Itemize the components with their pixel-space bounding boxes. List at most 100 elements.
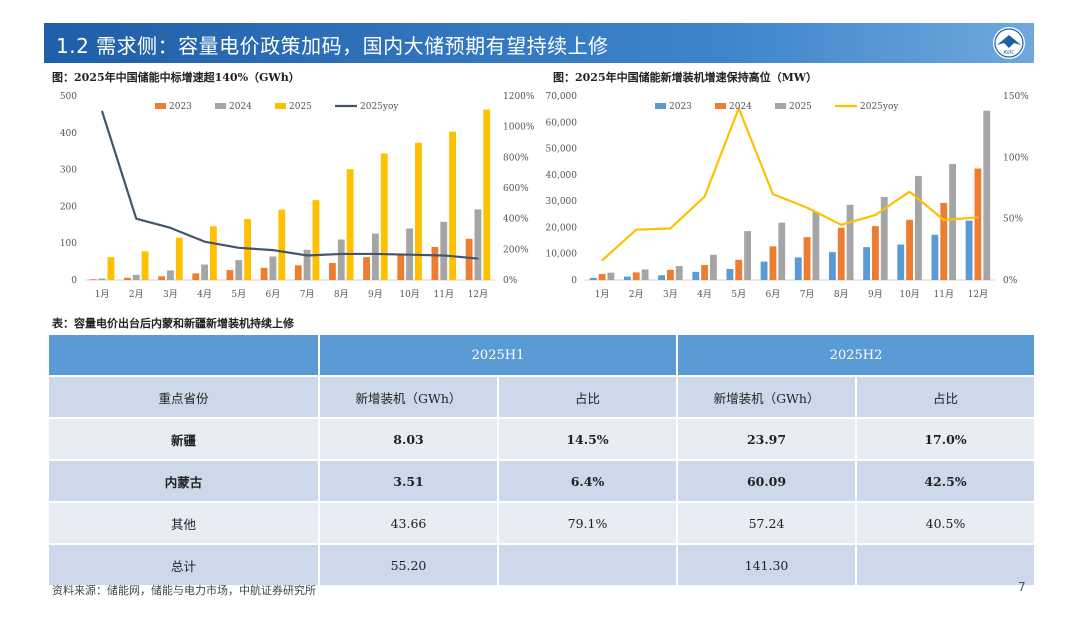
bid-chart-category-label: 6月 <box>266 289 281 300</box>
bid-chart-left-tick-label: 0 <box>71 276 77 286</box>
install-chart-left-tick-label: 70,000 <box>546 92 578 102</box>
col-header-h2-install: 新增装机（GWh） <box>676 375 858 419</box>
bid-chart-legend-swatch-2025 <box>275 103 286 109</box>
bid-chart-yoy-point <box>340 253 343 255</box>
bid-chart-yoy-point <box>442 254 445 257</box>
bid-chart-yoy-point <box>408 253 411 256</box>
bid-chart-yoy-point <box>237 247 240 249</box>
install-chart-bar-2025 <box>710 254 717 280</box>
table-row: 新疆 8.03 14.5% 23.97 17.0% <box>47 417 1037 461</box>
bid-chart-category-label: 4月 <box>197 289 212 300</box>
install-chart-legend-swatch-2025 <box>775 103 786 109</box>
bid-growth-chart: 0 100 200 300 400 500 0% 200% 400% 600% 800% 1000% 1… <box>40 84 540 310</box>
install-chart-yoy-point <box>737 107 740 110</box>
row-province: 总计 <box>47 543 320 587</box>
install-chart-legend-label: 2023 <box>669 102 692 112</box>
install-chart-category-label: 12月 <box>968 289 988 300</box>
row-h1-install: 43.66 <box>318 501 499 545</box>
install-chart-yoy-point <box>806 206 808 209</box>
install-chart-bar-2024 <box>837 227 845 280</box>
install-chart-bar-2024 <box>940 202 948 280</box>
install-chart-yoy-point <box>703 195 706 198</box>
bid-chart-bar-2023 <box>431 246 439 280</box>
bid-chart-category-label: 1月 <box>95 289 110 300</box>
install-chart-yoy-point <box>840 224 843 226</box>
install-chart-category-label: 8月 <box>834 289 849 300</box>
bid-growth-chart-svg: 0 100 200 300 400 500 0% 200% 400% 600% 800% 1000% 1… <box>60 92 535 300</box>
install-growth-chart: 0 10,000 20,000 30,000 40,000 50,000 60,000 70,… <box>540 84 1040 310</box>
table-row: 其他 43.66 79.1% 57.24 40.5% <box>47 501 1037 545</box>
install-chart-right-tick-label: 150% <box>1003 92 1029 102</box>
install-chart-legend-swatch-2023 <box>655 103 666 109</box>
bid-chart-category-label: 10月 <box>399 289 419 300</box>
install-chart-bar-2023 <box>658 275 665 280</box>
install-chart-bar-2025 <box>983 110 991 280</box>
col-header-h1-install: 新增装机（GWh） <box>318 375 499 419</box>
row-h2-share: 40.5% <box>855 501 1037 545</box>
install-chart-right-tick-label: 100% <box>1003 153 1029 163</box>
install-chart-left-tick-label: 20,000 <box>546 223 578 233</box>
page-title: 1.2 需求侧：容量电价政策加码，国内大储预期有望持续上修 <box>56 34 609 58</box>
install-chart-bar-2025 <box>744 231 751 280</box>
bid-chart-left-tick-label: 100 <box>60 239 77 249</box>
bid-chart-left-tick-label: 200 <box>60 202 77 212</box>
source-note: 资料来源：储能网，储能与电力市场，中航证券研究所 <box>52 584 316 597</box>
install-chart-bar-2025 <box>641 269 649 280</box>
install-chart-bar-2023 <box>692 271 700 280</box>
logo-text: AVIC <box>1003 50 1015 56</box>
row-h2-share <box>855 543 1037 587</box>
row-province: 其他 <box>47 501 320 545</box>
install-chart-bar-2024 <box>667 269 674 280</box>
install-chart-right-tick-label: 50% <box>1003 215 1023 225</box>
bid-chart-left-tick-label: 300 <box>60 166 77 176</box>
bid-chart-bar-2023 <box>294 265 302 280</box>
bid-chart-right-tick-label: 400% <box>503 215 529 225</box>
title-banner: 1.2 需求侧：容量电价政策加码，国内大储预期有望持续上修 AVIC <box>44 23 1034 63</box>
install-chart-yoy-point <box>874 214 877 216</box>
install-chart-bar-2023 <box>589 277 597 280</box>
bid-chart-category-label: 12月 <box>468 289 488 300</box>
install-chart-bar-2025 <box>949 164 956 280</box>
bid-chart-right-tick-label: 200% <box>503 245 529 255</box>
bid-chart-bar-2025 <box>449 131 456 280</box>
install-chart-bar-2023 <box>965 220 973 280</box>
row-province: 新疆 <box>47 417 320 461</box>
table-header-row: 重点省份 新增装机（GWh） 占比 新增装机（GWh） 占比 <box>47 375 1037 419</box>
install-chart-yoy-point <box>908 190 911 193</box>
bid-chart-bar-2025 <box>415 142 422 280</box>
bid-chart-bar-2023 <box>397 253 405 280</box>
page-number: 7 <box>1018 580 1026 594</box>
table-row: 总计 55.20 141.30 <box>47 543 1037 587</box>
bid-chart-bar-2024 <box>372 233 379 280</box>
right-chart-caption: 图：2025年中国储能新增装机增速保持高位（MW） <box>553 71 818 84</box>
row-h2-install: 23.97 <box>676 417 858 461</box>
install-chart-bar-2024 <box>906 219 913 280</box>
bid-chart-legend-swatch-2023 <box>155 103 166 109</box>
install-chart-category-label: 7月 <box>800 289 815 300</box>
install-chart-yoy-point <box>942 219 945 221</box>
install-chart-category-label: 6月 <box>766 289 781 300</box>
col-header-h2-share: 占比 <box>855 375 1037 419</box>
table-caption: 表：容量电价出台后内蒙和新疆新增装机持续上修 <box>52 317 294 330</box>
bid-chart-bar-2025 <box>141 251 149 280</box>
bid-chart-right-tick-label: 600% <box>503 184 529 194</box>
table-group-header-row: 2025H1 2025H2 <box>47 333 1037 377</box>
install-chart-category-label: 4月 <box>697 289 712 300</box>
install-chart-yoy-point <box>772 193 774 195</box>
row-h2-install: 60.09 <box>676 459 858 503</box>
row-h1-share <box>496 543 679 587</box>
install-chart-yoy-point <box>601 259 603 262</box>
bid-chart-bar-2025 <box>312 200 320 280</box>
install-chart-right-tick-label: 0% <box>1003 276 1018 286</box>
bid-chart-yoy-point <box>203 240 206 243</box>
bid-chart-bar-2024 <box>303 249 311 280</box>
install-chart-bar-2024 <box>803 237 811 280</box>
install-chart-bar-2025 <box>778 222 786 280</box>
install-chart-bar-2024 <box>701 265 708 280</box>
bid-chart-category-label: 5月 <box>231 289 246 300</box>
install-chart-left-tick-label: 0 <box>571 276 577 286</box>
install-chart-left-tick-label: 40,000 <box>546 171 578 181</box>
install-chart-left-tick-label: 60,000 <box>546 118 578 128</box>
install-chart-bar-2023 <box>794 257 802 280</box>
install-chart-yoy-point <box>669 227 672 230</box>
